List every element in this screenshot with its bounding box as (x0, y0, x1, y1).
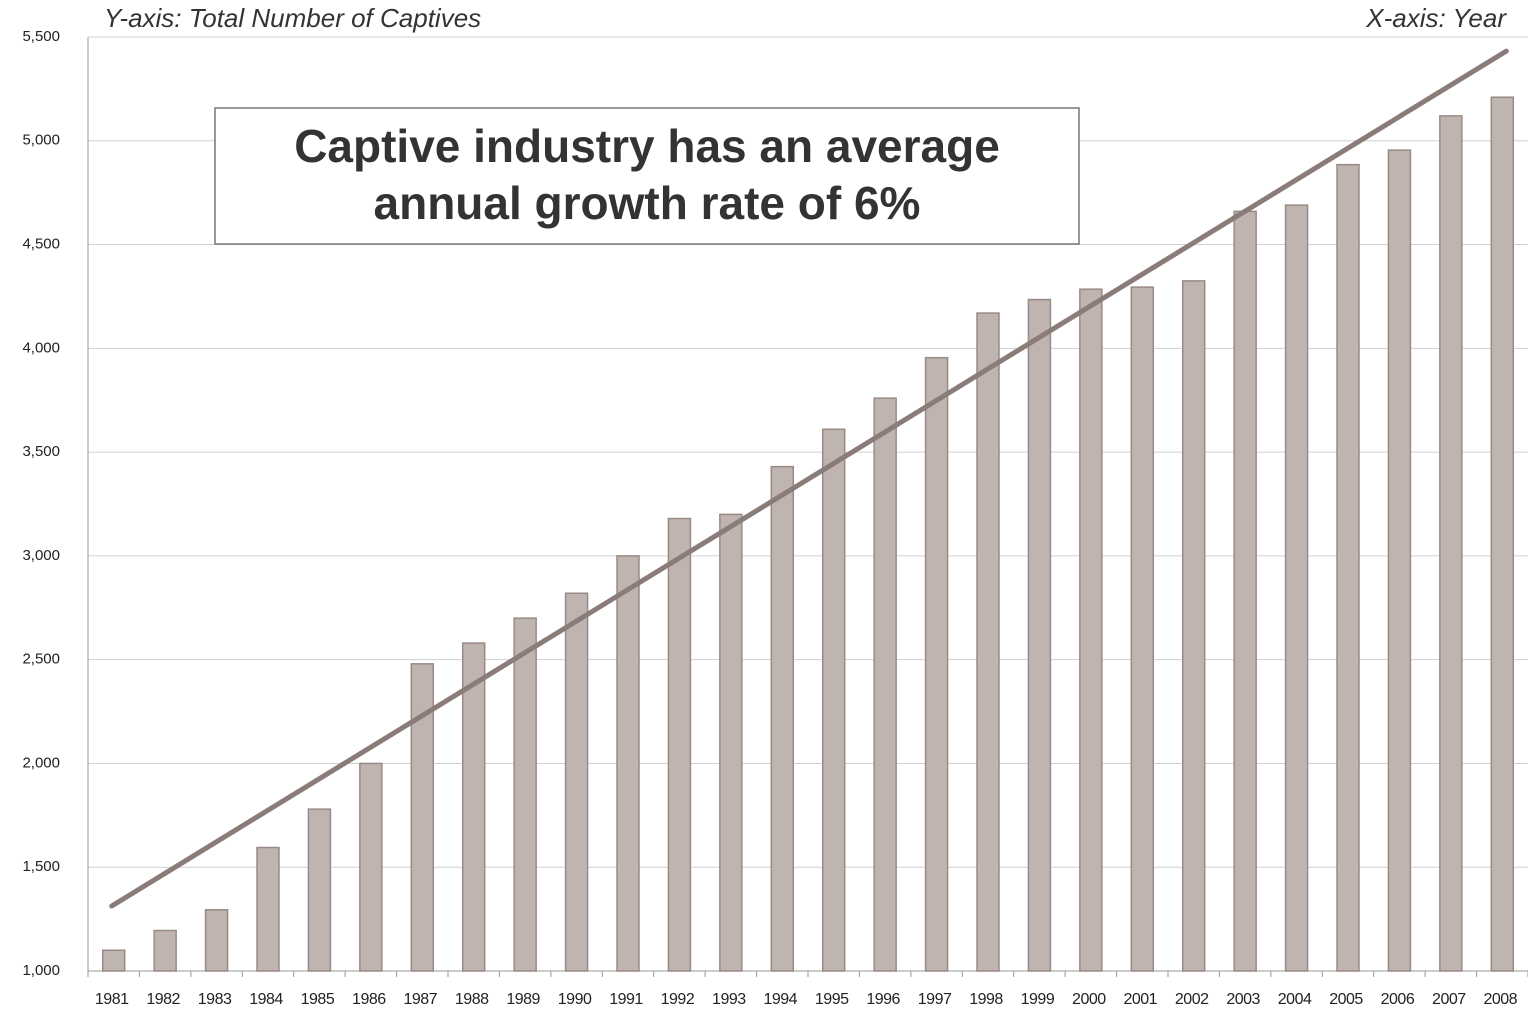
x-tick-label: 2000 (1072, 991, 1106, 1008)
x-tick-label: 2002 (1175, 991, 1209, 1008)
bar (1336, 163, 1360, 972)
trend-line (109, 48, 1509, 909)
x-axis-label: X-axis: Year (1365, 3, 1507, 33)
x-tick-label: 2003 (1226, 991, 1260, 1008)
y-tick-label: 4,500 (22, 236, 60, 253)
bar (153, 929, 177, 972)
annotation: annual growth rate of 6% (374, 177, 921, 229)
y-tick-label: 1,500 (22, 858, 60, 875)
bar (873, 397, 897, 972)
x-tick-label: 1996 (866, 991, 900, 1008)
x-tick-label: 1994 (763, 991, 797, 1008)
bar (564, 592, 589, 972)
y-tick-label: 3,000 (22, 547, 60, 564)
x-tick-label: 1993 (712, 991, 746, 1008)
bar (1079, 288, 1103, 972)
x-tick-label: 1995 (815, 991, 849, 1008)
x-tick-label: 2006 (1381, 991, 1415, 1008)
annotation-box (214, 107, 1080, 245)
bar (359, 762, 383, 972)
x-tick-label: 1992 (661, 991, 695, 1008)
x-tick-label: 1997 (918, 991, 952, 1008)
bar (924, 356, 949, 972)
bar (821, 428, 846, 972)
annotation: Captive industry has an average (294, 120, 1000, 172)
bar (513, 617, 537, 972)
x-tick-label: 2005 (1329, 991, 1363, 1008)
bar (1439, 115, 1463, 972)
bar (461, 642, 486, 972)
y-tick-label: 2,500 (22, 651, 60, 668)
x-tick-label: 1981 (95, 991, 129, 1008)
bar (307, 808, 332, 972)
y-tick-label: 3,500 (22, 443, 60, 460)
x-tick-label: 1998 (969, 991, 1003, 1008)
bar (1490, 96, 1515, 972)
y-tick-label: 5,000 (22, 132, 60, 149)
x-tick-label: 2001 (1123, 991, 1157, 1008)
x-tick-label: 1985 (301, 991, 335, 1008)
x-tick-label: 1984 (249, 991, 283, 1008)
bar (976, 312, 1000, 972)
x-tick-label: 1982 (146, 991, 180, 1008)
bar (1181, 280, 1206, 972)
bar (1233, 210, 1257, 972)
y-tick-label: 2,000 (22, 754, 60, 771)
bar (410, 663, 435, 972)
x-tick-label: 2007 (1432, 991, 1466, 1008)
x-tick-label: 2008 (1483, 991, 1517, 1008)
x-tick-label: 1983 (198, 991, 232, 1008)
x-tick-label: 1989 (506, 991, 540, 1008)
bar (1387, 149, 1412, 972)
bar (256, 846, 280, 972)
y-tick-label: 4,000 (22, 339, 60, 356)
x-tick-label: 1991 (609, 991, 643, 1008)
x-tick-label: 2004 (1278, 991, 1312, 1008)
bar (1130, 286, 1155, 972)
bar (1027, 298, 1052, 972)
bar (616, 555, 640, 972)
bar (1284, 204, 1309, 972)
bar (770, 465, 795, 972)
x-tick-label: 1987 (403, 991, 437, 1008)
bar (101, 949, 126, 972)
x-tick-label: 1999 (1021, 991, 1055, 1008)
bar (667, 517, 692, 972)
y-tick-label: 5,500 (22, 28, 60, 45)
x-tick-label: 1988 (455, 991, 489, 1008)
y-tick-label: 1,000 (22, 962, 60, 979)
x-tick-label: 1990 (558, 991, 592, 1008)
bar (204, 909, 229, 972)
y-axis-label: Y-axis: Total Number of Captives (104, 3, 481, 33)
bar (719, 513, 743, 972)
x-tick-label: 1986 (352, 991, 386, 1008)
